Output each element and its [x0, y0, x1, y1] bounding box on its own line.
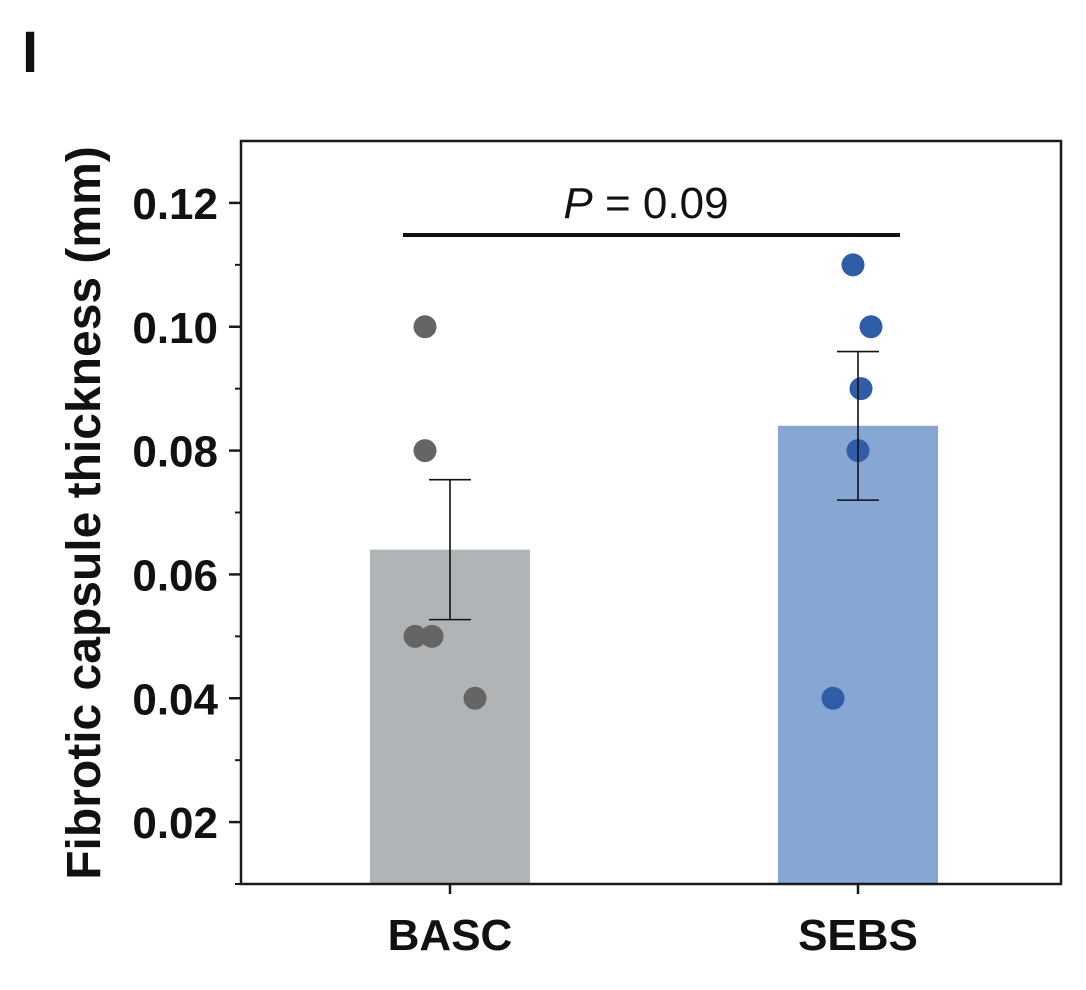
data-point-basc [413, 315, 437, 339]
p-value-text: = 0.09 [593, 179, 729, 228]
points-layer [403, 253, 883, 710]
data-point-basc [413, 439, 437, 463]
data-point-basc [420, 624, 444, 648]
data-point-sebs [849, 377, 873, 401]
y-tick-label: 0.04 [132, 675, 218, 724]
x-tick-label-sebs: SEBS [798, 911, 918, 960]
x-axis: BASC SEBS [388, 884, 918, 960]
y-axis-label: Fibrotic capsule thickness (mm) [58, 146, 111, 880]
data-point-sebs [841, 253, 865, 277]
bar-sebs [778, 425, 938, 884]
data-point-basc [463, 686, 487, 710]
panel-letter: I [22, 20, 38, 85]
y-tick-label: 0.12 [132, 180, 218, 229]
x-tick-label-basc: BASC [388, 911, 513, 960]
p-value-annotation: P = 0.09 [563, 179, 728, 228]
y-tick-label: 0.06 [132, 551, 218, 600]
y-tick-label: 0.08 [132, 428, 218, 477]
y-tick-label: 0.10 [132, 304, 218, 353]
data-point-sebs [821, 686, 845, 710]
bars-layer [370, 425, 938, 884]
p-symbol: P [563, 179, 593, 228]
y-tick-label: 0.02 [132, 799, 218, 848]
y-axis: 0.02 0.04 0.06 0.08 0.10 0.12 [132, 180, 241, 885]
data-point-basc [403, 624, 427, 648]
data-point-sebs [859, 315, 883, 339]
error-bars-layer [429, 350, 879, 621]
